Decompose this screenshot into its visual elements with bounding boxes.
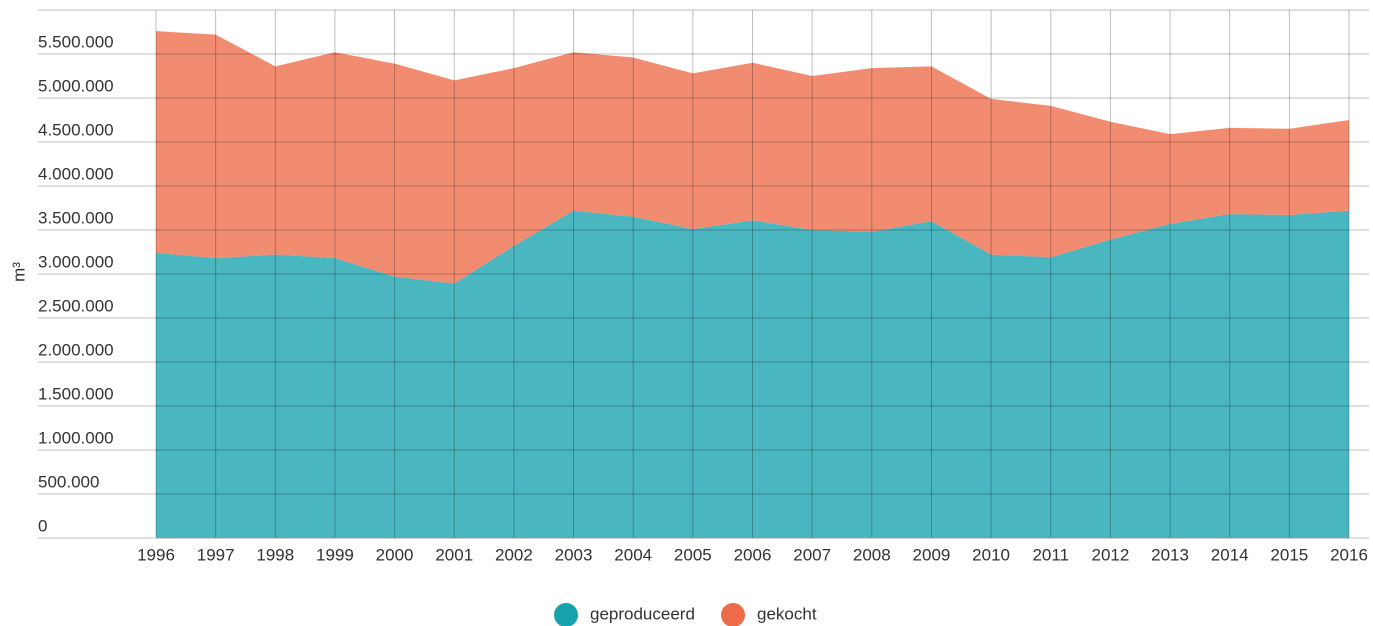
x-tick-label: 2007	[793, 545, 831, 564]
y-tick-label: 4.000.000	[38, 164, 114, 183]
y-tick-label: 1.500.000	[38, 384, 114, 403]
area	[156, 210, 1349, 538]
y-tick-label: 3.000.000	[38, 252, 114, 271]
x-tick-label: 1997	[197, 545, 235, 564]
y-tick-label: 5.500.000	[38, 32, 114, 51]
legend-label: geproduceerd	[590, 604, 695, 623]
y-tick-label: 0	[38, 516, 47, 535]
y-tick-label: 4.500.000	[38, 120, 114, 139]
x-tick-label: 2016	[1330, 545, 1368, 564]
x-tick-label: 2001	[435, 545, 473, 564]
x-tick-label: 2009	[913, 545, 951, 564]
x-tick-label: 2012	[1091, 545, 1129, 564]
x-tick-label: 2014	[1211, 545, 1249, 564]
x-tick-label: 1999	[316, 545, 354, 564]
y-tick-label: 5.000.000	[38, 76, 114, 95]
y-axis-label: m³	[9, 262, 28, 282]
y-tick-label: 2.000.000	[38, 340, 114, 359]
x-tick-label: 1998	[256, 545, 294, 564]
y-tick-label: 1.000.000	[38, 428, 114, 447]
x-tick-label: 2006	[734, 545, 772, 564]
x-tick-label: 2015	[1270, 545, 1308, 564]
area	[156, 31, 1349, 284]
y-tick-label: 2.500.000	[38, 296, 114, 315]
legend-marker	[721, 603, 745, 626]
legend-marker	[554, 603, 578, 626]
x-tick-label: 2011	[1032, 545, 1069, 564]
x-tick-label: 2010	[972, 545, 1010, 564]
x-tick-label: 2003	[555, 545, 593, 564]
x-tick-label: 2008	[853, 545, 891, 564]
x-tick-label: 2002	[495, 545, 533, 564]
legend-label: gekocht	[757, 604, 817, 623]
y-tick-label: 500.000	[38, 472, 99, 491]
x-tick-label: 2005	[674, 545, 712, 564]
x-tick-label: 2000	[376, 545, 414, 564]
x-tick-label: 2004	[614, 545, 652, 564]
x-tick-label: 2013	[1151, 545, 1189, 564]
x-tick-label: 1996	[137, 545, 175, 564]
y-tick-label: 3.500.000	[38, 208, 114, 227]
